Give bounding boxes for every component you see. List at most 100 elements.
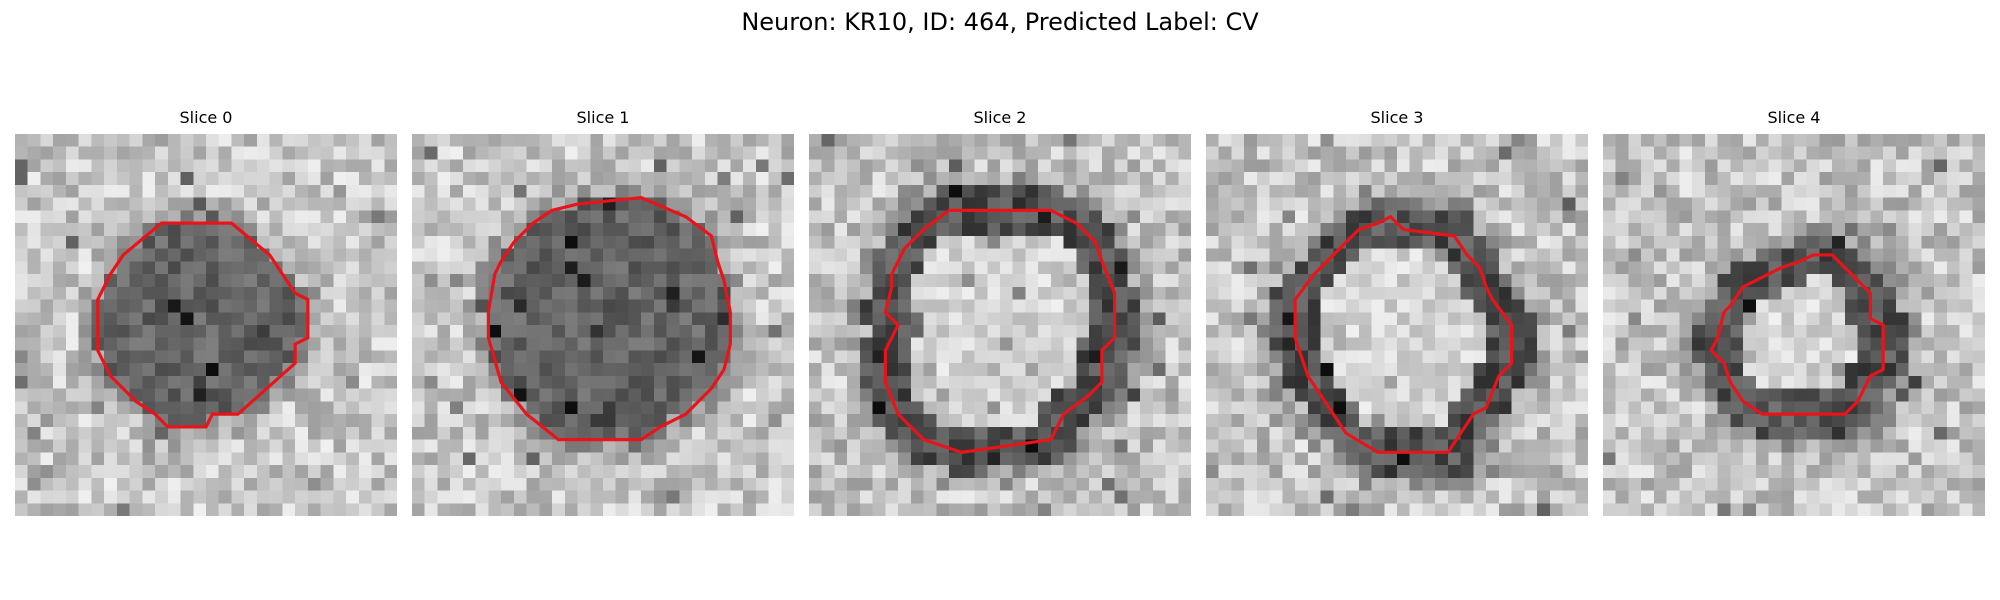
image-pixel — [371, 210, 385, 224]
image-pixel — [488, 184, 502, 198]
image-pixel — [1524, 197, 1538, 211]
image-pixel — [679, 503, 693, 516]
image-pixel — [501, 299, 515, 313]
image-pixel — [1269, 184, 1283, 198]
image-pixel — [1498, 210, 1512, 224]
image-pixel — [1038, 414, 1052, 428]
image-pixel — [974, 465, 988, 479]
image-pixel — [910, 299, 924, 313]
image-pixel — [1768, 465, 1782, 479]
image-pixel — [1844, 286, 1858, 300]
image-pixel — [1346, 375, 1360, 389]
image-pixel — [437, 375, 451, 389]
image-pixel — [1934, 261, 1948, 275]
image-pixel — [437, 363, 451, 377]
image-pixel — [1320, 134, 1334, 147]
image-pixel — [1883, 172, 1897, 186]
image-pixel — [1946, 503, 1960, 516]
image-pixel — [1307, 350, 1321, 364]
image-pixel — [1447, 350, 1461, 364]
image-pixel — [923, 503, 937, 516]
image-pixel — [653, 286, 667, 300]
image-pixel — [104, 159, 118, 173]
image-pixel — [1549, 414, 1563, 428]
image-pixel — [1575, 210, 1588, 224]
image-pixel — [1781, 286, 1795, 300]
image-pixel — [1844, 337, 1858, 351]
image-pixel — [603, 414, 616, 428]
image-pixel — [564, 388, 578, 402]
image-pixel — [526, 337, 540, 351]
image-pixel — [1666, 312, 1680, 326]
image-pixel — [628, 146, 642, 160]
image-pixel — [1832, 401, 1846, 415]
image-pixel — [282, 452, 296, 466]
image-pixel — [1549, 477, 1563, 491]
image-pixel — [256, 452, 270, 466]
image-pixel — [269, 172, 283, 186]
image-pixel — [1012, 477, 1026, 491]
image-pixel — [768, 439, 782, 453]
image-pixel — [307, 414, 321, 428]
image-pixel — [193, 274, 207, 288]
image-pixel — [412, 134, 425, 147]
image-pixel — [1679, 439, 1693, 453]
image-pixel — [295, 477, 309, 491]
image-pixel — [371, 274, 385, 288]
image-pixel — [653, 159, 667, 173]
image-pixel — [1806, 299, 1820, 313]
image-pixel — [847, 325, 861, 338]
image-pixel — [526, 401, 540, 415]
image-pixel — [1256, 261, 1270, 275]
image-pixel — [1307, 134, 1321, 147]
image-pixel — [333, 299, 347, 313]
image-pixel — [809, 299, 822, 313]
image-pixel — [65, 184, 79, 198]
image-pixel — [412, 452, 425, 466]
image-pixel — [1883, 197, 1897, 211]
image-pixel — [371, 414, 385, 428]
image-pixel — [1615, 503, 1629, 516]
image-pixel — [666, 363, 680, 377]
image-pixel — [231, 312, 245, 326]
image-pixel — [1511, 146, 1525, 160]
image-pixel — [256, 363, 270, 377]
image-pixel — [218, 223, 232, 237]
image-pixel — [437, 439, 451, 453]
image-pixel — [1717, 210, 1731, 224]
image-pixel — [501, 477, 515, 491]
image-pixel — [269, 299, 283, 313]
image-pixel — [104, 452, 118, 466]
image-pixel — [1333, 350, 1347, 364]
image-pixel — [180, 261, 194, 275]
image-pixel — [1076, 134, 1090, 147]
image-pixel — [1152, 363, 1166, 377]
image-pixel — [116, 465, 130, 479]
image-pixel — [590, 312, 604, 326]
image-pixel — [1076, 325, 1090, 338]
image-pixel — [346, 299, 360, 313]
image-pixel — [539, 299, 553, 313]
image-pixel — [1575, 312, 1588, 326]
image-pixel — [590, 337, 604, 351]
image-pixel — [155, 426, 169, 440]
image-pixel — [755, 337, 769, 351]
image-pixel — [1486, 414, 1500, 428]
image-pixel — [231, 210, 245, 224]
image-pixel — [475, 235, 489, 249]
image-pixel — [1972, 312, 1985, 326]
image-pixel — [1101, 299, 1115, 313]
image-pixel — [1295, 134, 1309, 147]
image-pixel — [437, 452, 451, 466]
image-pixel — [1371, 503, 1385, 516]
image-pixel — [666, 172, 680, 186]
image-pixel — [1717, 388, 1731, 402]
image-pixel — [987, 363, 1001, 377]
image-pixel — [1717, 274, 1731, 288]
image-pixel — [679, 312, 693, 326]
image-pixel — [513, 388, 527, 402]
image-pixel — [743, 465, 757, 479]
image-pixel — [1717, 134, 1731, 147]
image-pixel — [781, 274, 794, 288]
slice-image-1 — [412, 134, 794, 516]
